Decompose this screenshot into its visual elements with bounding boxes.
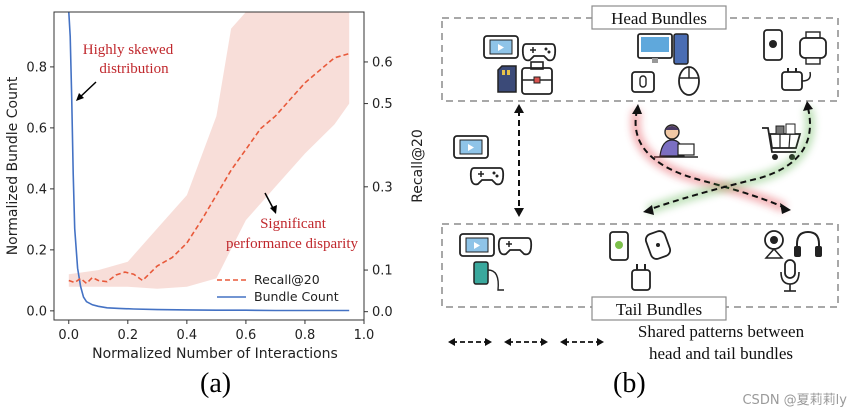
caption-b: (b) <box>613 368 646 399</box>
head-title-box <box>591 5 727 30</box>
legend-shared-text-line1: Shared patterns between <box>638 322 805 341</box>
legend-blue-arrow <box>448 337 492 347</box>
case-icon <box>521 61 553 95</box>
x-label: Normalized Number of Interactions <box>92 346 338 362</box>
y-left-tick-label: 0.8 <box>26 60 47 75</box>
y-left-tick-label: 0.0 <box>26 304 47 319</box>
desktop-computer-icon <box>637 33 689 65</box>
headphones-icon <box>794 230 822 257</box>
red-shared-arrow <box>631 104 791 214</box>
mouse-icon-square <box>631 71 655 93</box>
x-tick-label: 0.4 <box>177 328 198 343</box>
skew-chart: 0.0 0.2 0.4 0.6 0.8 1.0 0.0 0.2 0.4 0.6 0.8 0.0 0.1 0… <box>5 11 426 362</box>
power-bank-icon <box>473 261 504 291</box>
plug-adapter-icon <box>631 264 651 291</box>
annotation-skewed-line2: distribution <box>99 61 169 77</box>
x-tick-label: 0.0 <box>58 328 79 343</box>
charger-icon <box>781 68 812 91</box>
y-right-tick-label: 0.5 <box>372 97 393 112</box>
head-bundles-title: Head Bundles <box>611 9 707 28</box>
sd-card-icon <box>497 65 517 93</box>
y-right-tick-label: 0.0 <box>372 305 393 320</box>
user-at-desk-icon <box>654 124 698 158</box>
tail-title-box <box>591 296 727 321</box>
y-right-tick-label: 0.1 <box>372 264 393 279</box>
smartwatch-icon-tail <box>644 230 672 260</box>
bundle-count-line <box>68 12 350 312</box>
gamepad-icon-middle <box>469 167 505 186</box>
blue-shared-arrow <box>514 104 524 217</box>
caption-a: (a) <box>200 368 232 399</box>
annotation-skewed-arrowhead <box>76 93 84 101</box>
y-right-tick-label: 0.3 <box>372 180 393 195</box>
tablet-icon <box>483 35 519 59</box>
y-left-tick-label: 0.4 <box>26 182 47 197</box>
tail-bundles-title: Tail Bundles <box>616 300 702 319</box>
y-left-tick-label: 0.6 <box>26 121 47 136</box>
gamepad-icon-tail <box>497 237 533 256</box>
gamepad-icon <box>521 43 557 62</box>
y-right-tick-label: 0.6 <box>372 55 393 70</box>
x-tick-label: 0.2 <box>117 328 138 343</box>
annotation-disparity-arrowhead <box>270 205 277 214</box>
recall-std-band <box>68 12 350 289</box>
tablet-icon-tail <box>459 233 495 257</box>
plot-frame <box>53 11 365 321</box>
shopping-cart-icon <box>762 123 802 160</box>
y-left-label: Normalized Bundle Count <box>5 76 21 255</box>
webcam-icon <box>764 230 784 259</box>
watermark: CSDN @夏莉莉ly <box>742 393 847 408</box>
green-shared-arrow <box>643 101 815 215</box>
legend-green-arrow <box>560 337 604 347</box>
bundle-diagram: Head Bundles Tail Bundles <box>441 5 839 363</box>
y-right-label: Recall@20 <box>410 129 426 203</box>
tablet-icon-middle <box>453 135 489 159</box>
smartwatch-icon <box>799 31 827 65</box>
phone-icon <box>763 29 783 61</box>
recall-band-area <box>68 12 350 289</box>
mouse-icon <box>678 66 700 96</box>
chart-legend: Recall@20 Bundle Count <box>217 272 339 304</box>
x-tick-label: 1.0 <box>354 328 375 343</box>
annotation-disparity-line2: performance disparity <box>226 236 359 252</box>
legend-count-label: Bundle Count <box>254 289 339 304</box>
legend-shared-text-line2: head and tail bundles <box>649 344 793 363</box>
annotation-skewed-line1: Highly skewed <box>83 42 174 58</box>
legend-red-arrow <box>504 337 548 347</box>
legend-recall-label: Recall@20 <box>254 272 320 287</box>
y-left-tick-label: 0.2 <box>26 243 47 258</box>
microphone-icon <box>780 259 800 292</box>
android-phone-icon <box>609 231 629 261</box>
x-tick-label: 0.6 <box>236 328 257 343</box>
x-tick-label: 0.8 <box>295 328 316 343</box>
annotation-disparity-line1: Significant <box>260 216 327 232</box>
recall-line <box>68 52 350 285</box>
